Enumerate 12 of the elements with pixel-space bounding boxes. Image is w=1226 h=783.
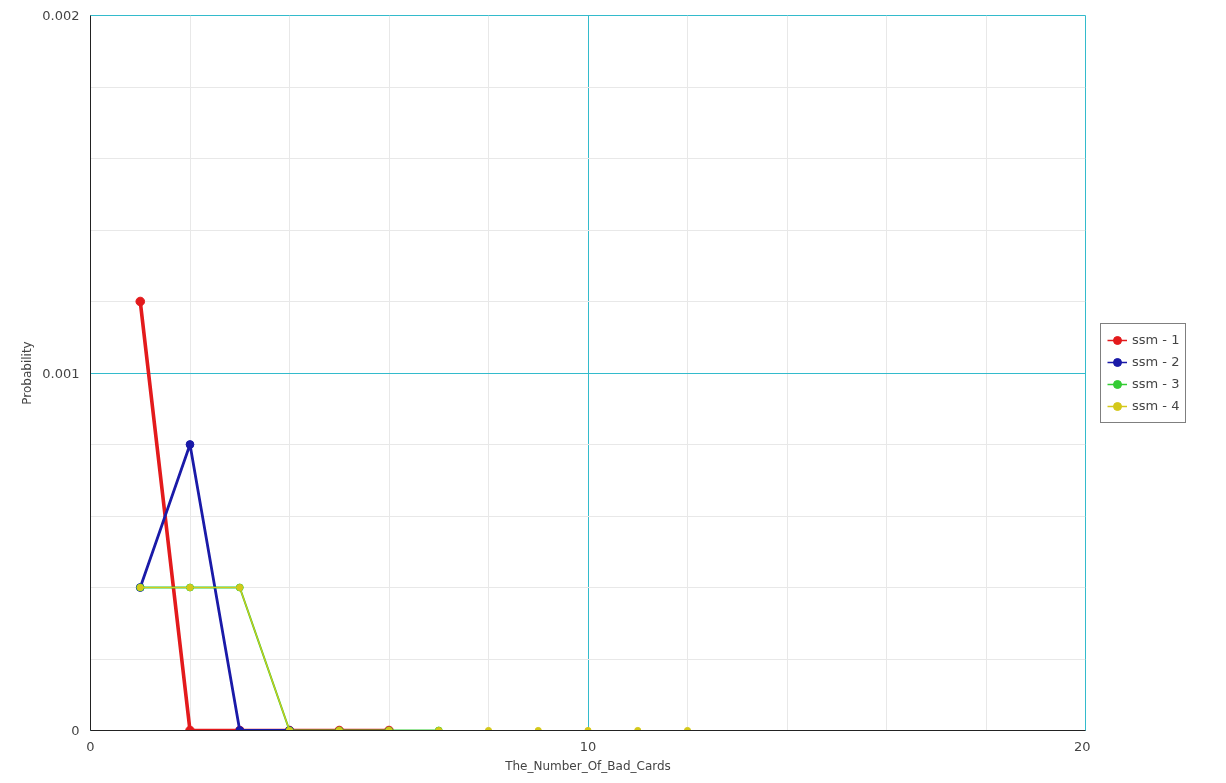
x-tick-label: 10 <box>579 738 597 754</box>
x-tick-label: 20 <box>1073 738 1091 754</box>
legend-label: ssm - 4 <box>1132 398 1180 413</box>
y-tick-label: 0 <box>71 723 80 738</box>
x-axis-title: The_Number_Of_Bad_Cards <box>504 758 671 773</box>
y-axis-title: Probability <box>20 341 35 405</box>
legend-label: ssm - 3 <box>1132 376 1180 391</box>
y-tick-label: 0.001 <box>42 365 80 381</box>
y-tick-label: 0.002 <box>42 8 80 23</box>
legend-label: ssm - 2 <box>1132 354 1180 369</box>
legend-label: ssm - 1 <box>1132 332 1180 347</box>
x-tick-label: 0 <box>86 738 95 754</box>
